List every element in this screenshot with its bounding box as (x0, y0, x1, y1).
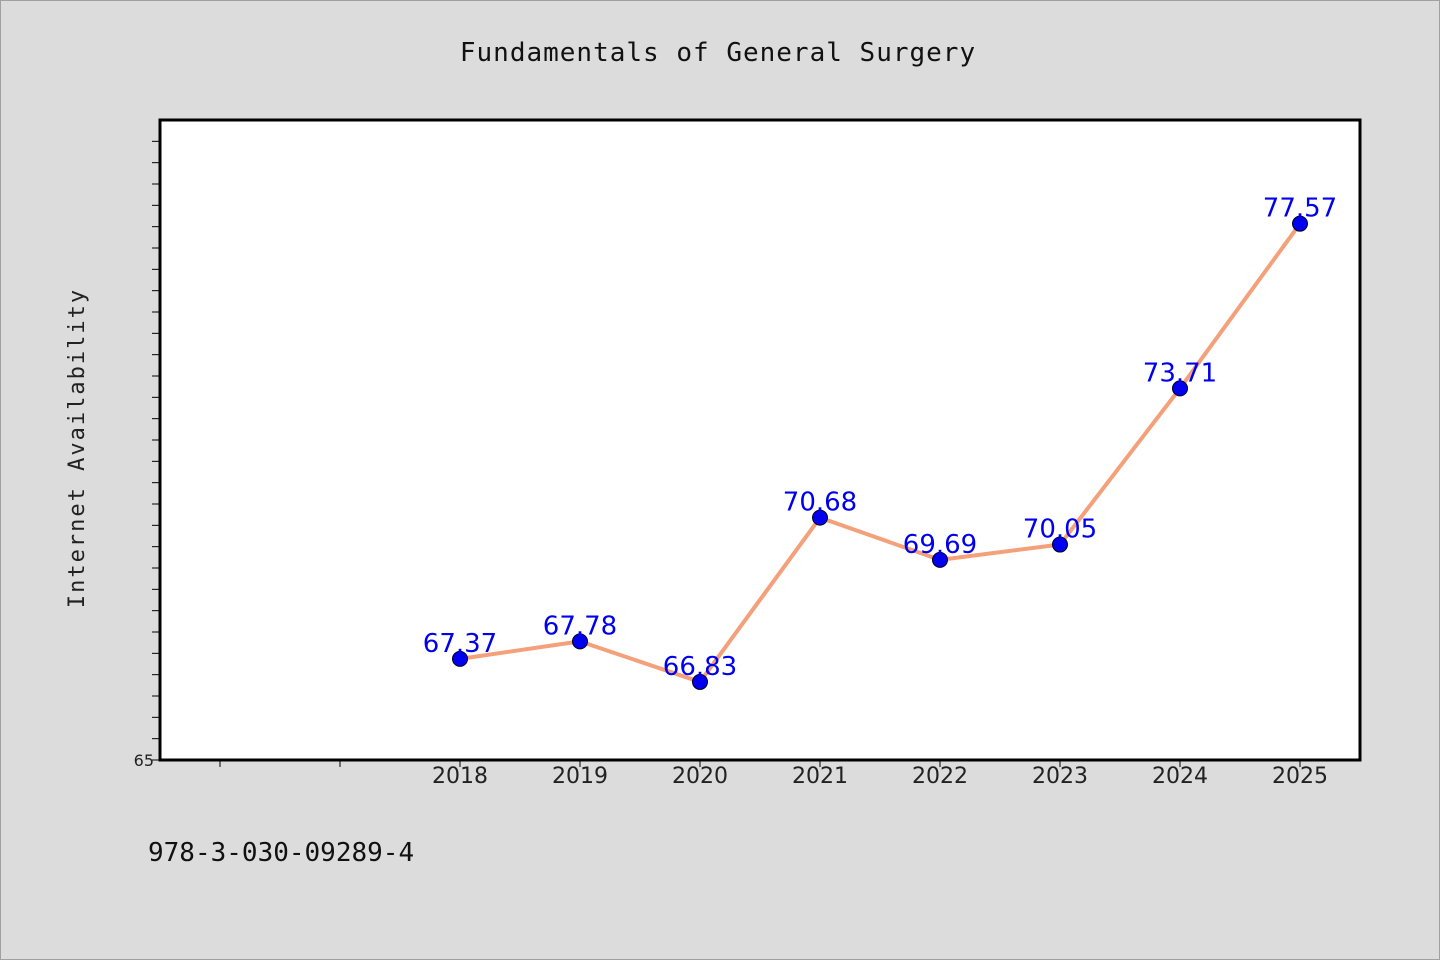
data-point (812, 509, 828, 526)
x-tick-label: 2018 (432, 764, 488, 789)
y-axis-ticks: 65 (134, 140, 160, 770)
data-point (452, 650, 468, 667)
data-label: 73.71 (1143, 358, 1217, 388)
x-tick-label: 2023 (1032, 764, 1088, 789)
data-label: 70.05 (1023, 515, 1097, 545)
x-tick-label: 2019 (552, 764, 608, 789)
data-label: 70.68 (783, 488, 857, 518)
data-point (932, 551, 948, 568)
chart-title: Fundamentals of General Surgery (460, 38, 976, 68)
y-axis-label: Internet Availability (65, 288, 90, 608)
data-label: 67.37 (423, 629, 497, 659)
plot-area (160, 120, 1360, 760)
plot-frame (158, 118, 1362, 762)
x-tick-label: 2024 (1152, 764, 1208, 789)
data-label: 66.83 (663, 652, 737, 682)
data-point (1052, 536, 1068, 553)
isbn-footer: 978-3-030-09289-4 (148, 838, 414, 868)
data-point (1292, 215, 1308, 232)
series-line-path (458, 221, 1302, 684)
x-tick-label: 2021 (792, 764, 848, 789)
data-label: 77.57 (1263, 194, 1337, 224)
data-labels: 67.37 67.78 66.83 70.68 69.69 70.05 73.71 77.57 (423, 194, 1337, 682)
series-line (458, 221, 1302, 684)
data-label: 67.78 (543, 611, 617, 641)
data-point (572, 633, 588, 650)
data-point (692, 673, 708, 690)
x-tick-label: 2025 (1272, 764, 1328, 789)
y-tick-label: 65 (134, 751, 154, 770)
x-tick-label: 2020 (672, 764, 728, 789)
x-tick-label: 2022 (912, 764, 968, 789)
data-markers (452, 215, 1308, 690)
x-axis-ticks: 2018 2019 2020 2021 2022 2023 2024 2025 (219, 760, 1328, 789)
data-point (1172, 380, 1188, 397)
data-label: 69.69 (903, 530, 977, 560)
